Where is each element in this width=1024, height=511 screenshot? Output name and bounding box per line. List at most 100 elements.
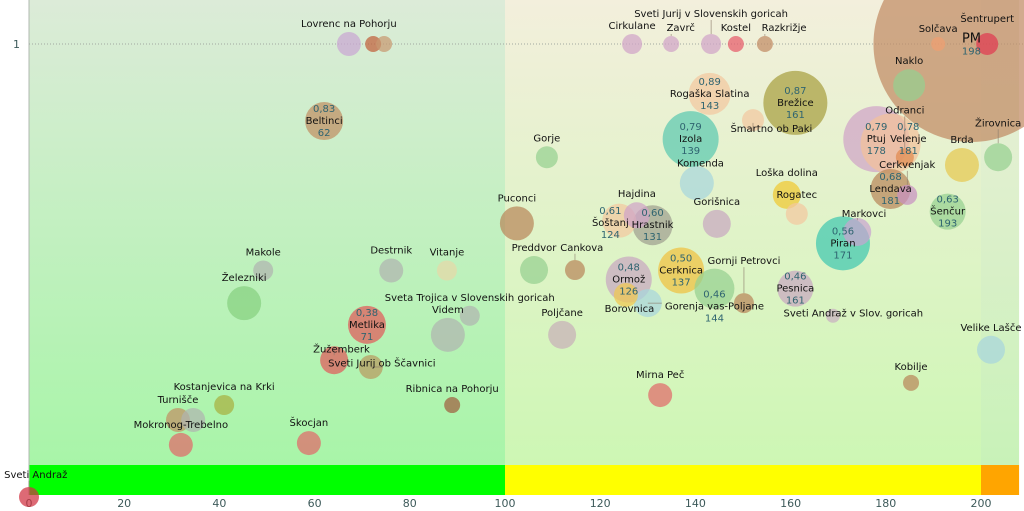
y-tick-label: 1 bbox=[13, 38, 20, 51]
bubble-name-label: Sveti Andraž bbox=[4, 469, 67, 481]
bubble-x-label: 143 bbox=[700, 101, 719, 112]
bubble bbox=[763, 70, 828, 135]
bubble bbox=[929, 193, 966, 230]
bubble-name-label: Beltinci bbox=[306, 116, 343, 127]
bubble-name-label: Vitanje bbox=[430, 248, 465, 259]
bubble-name-label: Žužemberk bbox=[313, 342, 370, 355]
bubble bbox=[548, 320, 577, 349]
bubble-name-label: Sveti Andraž v Slov. goricah bbox=[784, 308, 924, 320]
bubble-value-label: 0,68 bbox=[879, 172, 901, 183]
bubble bbox=[772, 180, 801, 209]
bubble bbox=[931, 37, 946, 51]
bubble bbox=[564, 260, 585, 281]
bubble bbox=[499, 206, 534, 241]
bubbles bbox=[19, 0, 1024, 507]
bubble-name-label: Solčava bbox=[919, 23, 958, 35]
bubble bbox=[897, 184, 918, 205]
bubble-value-label: 0,56 bbox=[832, 226, 854, 237]
bubble bbox=[520, 256, 549, 285]
bubble-name-label: Šmartno ob Paki bbox=[730, 122, 812, 135]
bubble-name-label: Rogatec bbox=[776, 190, 817, 201]
x-tick-label: 160 bbox=[780, 497, 801, 510]
bubble-x-label: 178 bbox=[867, 146, 886, 157]
bubble-value-label: 0,38 bbox=[356, 308, 378, 319]
bubble bbox=[893, 69, 926, 102]
label-leader-lines bbox=[28, 20, 999, 487]
bubble-name-label: Gornji Petrovci bbox=[708, 256, 781, 267]
x-tick-label: 80 bbox=[403, 497, 417, 510]
x-tick-label: 200 bbox=[971, 497, 992, 510]
bubble-x-label: 198 bbox=[962, 47, 981, 58]
bubble bbox=[430, 317, 465, 352]
bubble bbox=[756, 36, 773, 52]
bubble bbox=[623, 202, 650, 229]
bubble bbox=[535, 146, 558, 169]
bubble-value-label: 0,87 bbox=[784, 86, 806, 97]
bubble-name-label: Velike Lašče bbox=[960, 322, 1021, 334]
bubble-name-label: Makole bbox=[246, 248, 281, 259]
bubble-name-label: Žirovnica bbox=[975, 116, 1021, 129]
bubble-value-label: 0,78 bbox=[897, 122, 919, 133]
zone-band bbox=[981, 465, 1020, 495]
bubble-name-label: Metlika bbox=[349, 320, 385, 331]
bubble-x-label: 131 bbox=[643, 232, 662, 243]
bubble-x-label: 193 bbox=[938, 219, 957, 230]
bubble-name-label: Šoštanj bbox=[592, 216, 629, 229]
axes: 0204060801001201401601802001 bbox=[13, 0, 1024, 510]
bubble bbox=[336, 32, 361, 56]
bubble-x-label: 62 bbox=[318, 128, 331, 139]
bubble-value-label: 0,79 bbox=[865, 122, 887, 133]
bubble bbox=[227, 286, 262, 321]
bubble-name-label: Kostel bbox=[721, 23, 751, 34]
bubble-name-label: Sveti Jurij ob Ščavnici bbox=[328, 357, 435, 370]
x-tick-label: 180 bbox=[875, 497, 896, 510]
bubble bbox=[727, 36, 744, 52]
bubble-name-label: Markovci bbox=[842, 209, 887, 220]
bubble-name-label: Turnišče bbox=[157, 394, 199, 406]
bubble-value-label: 0,46 bbox=[784, 272, 806, 283]
bubble-name-label: Ptuj bbox=[867, 134, 886, 145]
x-tick-label: 140 bbox=[685, 497, 706, 510]
bubble-value-label: 0,83 bbox=[313, 104, 335, 115]
bubble bbox=[741, 109, 764, 132]
bubble-labels: PM1980,79Ptuj1780,87Brežice1610,78Velenj… bbox=[4, 9, 1021, 481]
bubble bbox=[181, 407, 206, 432]
bubble-name-label: Piran bbox=[830, 238, 855, 249]
bubble-name-label: Kobilje bbox=[895, 362, 928, 373]
bubble bbox=[459, 305, 480, 326]
bubble-name-label: Škocjan bbox=[290, 416, 329, 429]
bubble-name-label: Cankova bbox=[560, 243, 603, 254]
zone-backgrounds bbox=[29, 0, 1020, 495]
bubble-value-label: 0,63 bbox=[937, 195, 959, 206]
bubble bbox=[843, 217, 872, 246]
bubble-x-label: 161 bbox=[786, 110, 805, 121]
bubble-name-label: Lovrenc na Pohorju bbox=[301, 19, 397, 30]
bubble-name-label: Destrnik bbox=[370, 246, 412, 257]
bubble bbox=[168, 432, 193, 457]
bubble bbox=[253, 260, 274, 281]
bubble bbox=[648, 383, 673, 408]
bubble-x-label: 139 bbox=[681, 146, 700, 157]
bubble-name-label: Lendava bbox=[869, 184, 911, 195]
bubble-x-label: 137 bbox=[672, 278, 691, 289]
bubble-value-label: 0,61 bbox=[599, 206, 621, 217]
bubble bbox=[895, 148, 914, 167]
bubble bbox=[688, 72, 731, 115]
bubble bbox=[976, 33, 999, 55]
bubble-name-label: Poljčane bbox=[541, 307, 582, 319]
bubble bbox=[365, 36, 382, 52]
bubble-x-label: 181 bbox=[881, 196, 900, 207]
bubble bbox=[944, 147, 979, 182]
bubble-name-label: Razkrižje bbox=[762, 22, 807, 34]
bubble bbox=[305, 102, 344, 141]
bubble-name-label: Cirkulane bbox=[609, 21, 656, 32]
bubble bbox=[984, 143, 1013, 172]
bubble-name-label: Gorenja vas-Poljane bbox=[665, 302, 764, 313]
bubble bbox=[903, 374, 920, 391]
bubble-name-label: Kostanjevica na Krki bbox=[174, 382, 275, 393]
bubble-name-label: Komenda bbox=[677, 159, 724, 170]
x-tick-label: 20 bbox=[117, 497, 131, 510]
x-tick-label: 60 bbox=[308, 497, 322, 510]
bubble-name-label: Zavrč bbox=[667, 22, 695, 34]
bubble-name-label: Loška dolina bbox=[756, 167, 818, 179]
